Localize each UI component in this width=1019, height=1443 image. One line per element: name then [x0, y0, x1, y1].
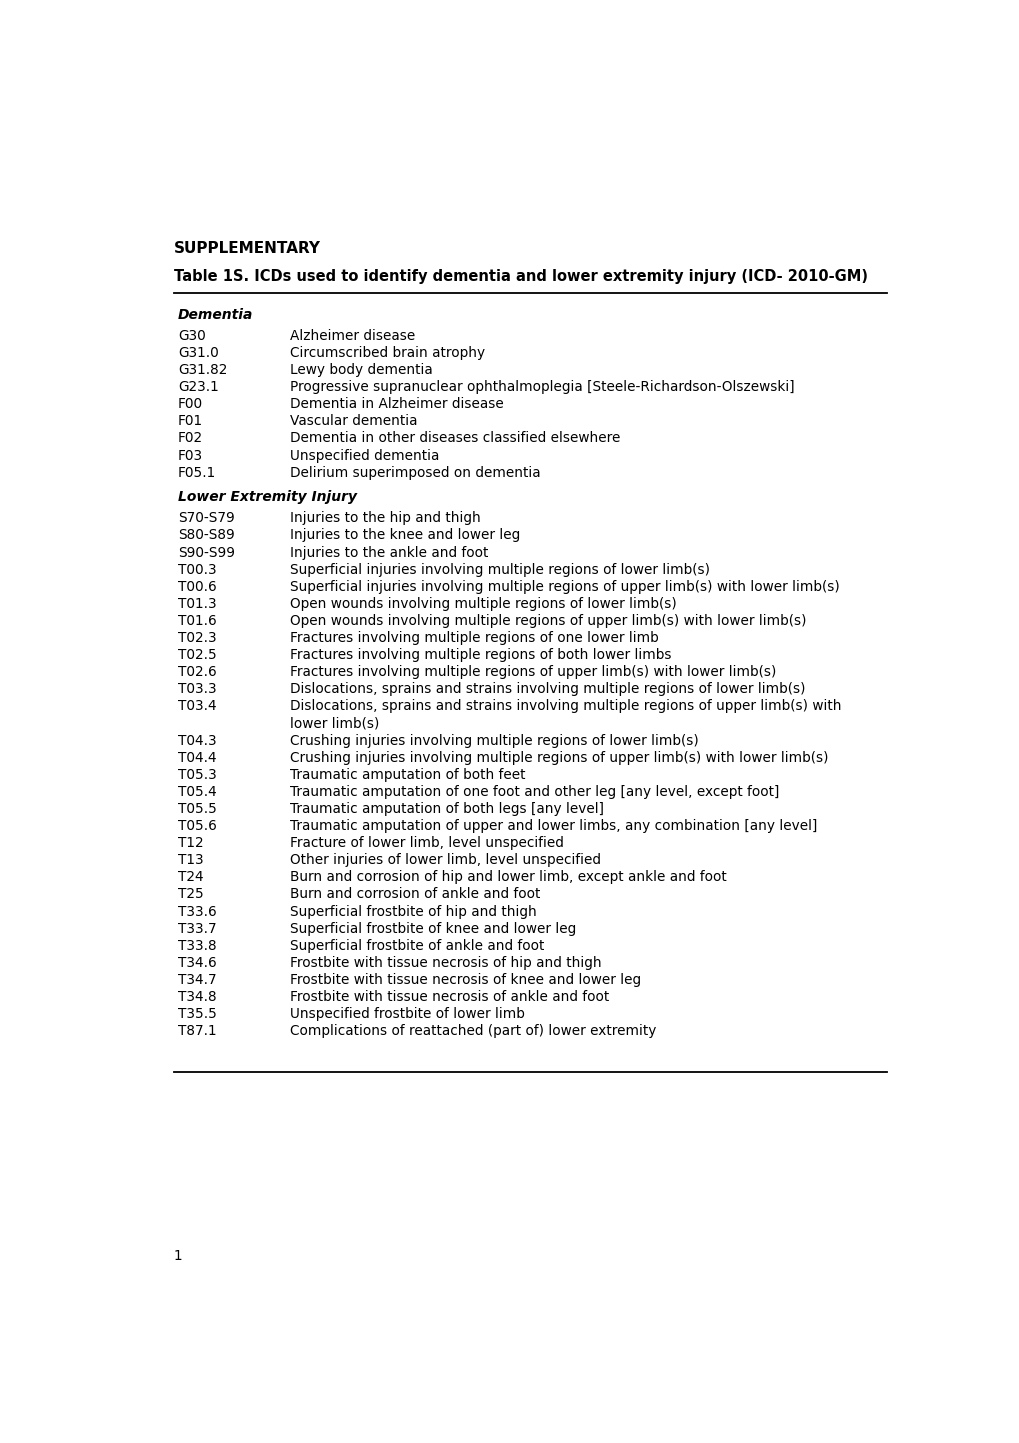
Text: G31.82: G31.82 [177, 364, 227, 377]
Text: T12: T12 [177, 835, 204, 850]
Text: F05.1: F05.1 [177, 466, 216, 479]
Text: Lower Extremity Injury: Lower Extremity Injury [177, 491, 357, 505]
Text: T01.6: T01.6 [177, 613, 216, 628]
Text: T04.4: T04.4 [177, 750, 216, 765]
Text: Injuries to the ankle and foot: Injuries to the ankle and foot [290, 545, 488, 560]
Text: Complications of reattached (part of) lower extremity: Complications of reattached (part of) lo… [290, 1025, 656, 1038]
Text: Other injuries of lower limb, level unspecified: Other injuries of lower limb, level unsp… [290, 853, 600, 867]
Text: T35.5: T35.5 [177, 1007, 217, 1022]
Text: 1: 1 [174, 1248, 182, 1263]
Text: Vascular dementia: Vascular dementia [290, 414, 418, 429]
Text: Traumatic amputation of both legs [any level]: Traumatic amputation of both legs [any l… [290, 802, 603, 815]
Text: T34.8: T34.8 [177, 990, 216, 1004]
Text: Lewy body dementia: Lewy body dementia [290, 364, 433, 377]
Text: Burn and corrosion of hip and lower limb, except ankle and foot: Burn and corrosion of hip and lower limb… [290, 870, 727, 885]
Text: Fractures involving multiple regions of one lower limb: Fractures involving multiple regions of … [290, 631, 658, 645]
Text: G30: G30 [177, 329, 206, 343]
Text: lower limb(s): lower limb(s) [290, 717, 379, 730]
Text: Unspecified dementia: Unspecified dementia [290, 449, 439, 463]
Text: T33.6: T33.6 [177, 905, 216, 919]
Text: Injuries to the knee and lower leg: Injuries to the knee and lower leg [290, 528, 520, 543]
Text: Crushing injuries involving multiple regions of lower limb(s): Crushing injuries involving multiple reg… [290, 733, 698, 747]
Text: S80-S89: S80-S89 [177, 528, 234, 543]
Text: F00: F00 [177, 397, 203, 411]
Text: Traumatic amputation of upper and lower limbs, any combination [any level]: Traumatic amputation of upper and lower … [290, 820, 817, 833]
Text: Alzheimer disease: Alzheimer disease [290, 329, 415, 343]
Text: T05.5: T05.5 [177, 802, 217, 815]
Text: Superficial frostbite of knee and lower leg: Superficial frostbite of knee and lower … [290, 922, 576, 935]
Text: Superficial frostbite of hip and thigh: Superficial frostbite of hip and thigh [290, 905, 536, 919]
Text: T34.7: T34.7 [177, 973, 216, 987]
Text: T33.7: T33.7 [177, 922, 216, 935]
Text: T87.1: T87.1 [177, 1025, 216, 1038]
Text: Dementia in Alzheimer disease: Dementia in Alzheimer disease [290, 397, 503, 411]
Text: T24: T24 [177, 870, 204, 885]
Text: Dementia: Dementia [177, 307, 253, 322]
Text: T04.3: T04.3 [177, 733, 216, 747]
Text: F01: F01 [177, 414, 203, 429]
Text: T05.3: T05.3 [177, 768, 216, 782]
Text: Dislocations, sprains and strains involving multiple regions of upper limb(s) wi: Dislocations, sprains and strains involv… [290, 700, 841, 713]
Text: SUPPLEMENTARY: SUPPLEMENTARY [174, 241, 321, 255]
Text: Superficial injuries involving multiple regions of lower limb(s): Superficial injuries involving multiple … [290, 563, 709, 577]
Text: T33.8: T33.8 [177, 939, 216, 952]
Text: Fractures involving multiple regions of upper limb(s) with lower limb(s): Fractures involving multiple regions of … [290, 665, 775, 680]
Text: T02.3: T02.3 [177, 631, 216, 645]
Text: Open wounds involving multiple regions of lower limb(s): Open wounds involving multiple regions o… [290, 597, 677, 610]
Text: Traumatic amputation of both feet: Traumatic amputation of both feet [290, 768, 525, 782]
Text: Dislocations, sprains and strains involving multiple regions of lower limb(s): Dislocations, sprains and strains involv… [290, 683, 805, 697]
Text: Open wounds involving multiple regions of upper limb(s) with lower limb(s): Open wounds involving multiple regions o… [290, 613, 806, 628]
Text: Frostbite with tissue necrosis of knee and lower leg: Frostbite with tissue necrosis of knee a… [290, 973, 641, 987]
Text: Frostbite with tissue necrosis of ankle and foot: Frostbite with tissue necrosis of ankle … [290, 990, 609, 1004]
Text: Burn and corrosion of ankle and foot: Burn and corrosion of ankle and foot [290, 887, 540, 902]
Text: Dementia in other diseases classified elsewhere: Dementia in other diseases classified el… [290, 431, 620, 446]
Text: F02: F02 [177, 431, 203, 446]
Text: Unspecified frostbite of lower limb: Unspecified frostbite of lower limb [290, 1007, 525, 1022]
Text: F03: F03 [177, 449, 203, 463]
Text: T13: T13 [177, 853, 204, 867]
Text: T25: T25 [177, 887, 204, 902]
Text: Circumscribed brain atrophy: Circumscribed brain atrophy [290, 346, 485, 359]
Text: T03.4: T03.4 [177, 700, 216, 713]
Text: T02.5: T02.5 [177, 648, 216, 662]
Text: T01.3: T01.3 [177, 597, 216, 610]
Text: S70-S79: S70-S79 [177, 511, 234, 525]
Text: Traumatic amputation of one foot and other leg [any level, except foot]: Traumatic amputation of one foot and oth… [290, 785, 779, 799]
Text: T02.6: T02.6 [177, 665, 216, 680]
Text: T05.4: T05.4 [177, 785, 216, 799]
Text: Fractures involving multiple regions of both lower limbs: Fractures involving multiple regions of … [290, 648, 672, 662]
Text: Fracture of lower limb, level unspecified: Fracture of lower limb, level unspecifie… [290, 835, 564, 850]
Text: Frostbite with tissue necrosis of hip and thigh: Frostbite with tissue necrosis of hip an… [290, 955, 601, 970]
Text: Crushing injuries involving multiple regions of upper limb(s) with lower limb(s): Crushing injuries involving multiple reg… [290, 750, 828, 765]
Text: Progressive supranuclear ophthalmoplegia [Steele-Richardson-Olszewski]: Progressive supranuclear ophthalmoplegia… [290, 380, 794, 394]
Text: T03.3: T03.3 [177, 683, 216, 697]
Text: T34.6: T34.6 [177, 955, 216, 970]
Text: Table 1S. ICDs used to identify dementia and lower extremity injury (ICD- 2010-G: Table 1S. ICDs used to identify dementia… [174, 270, 867, 284]
Text: G23.1: G23.1 [177, 380, 218, 394]
Text: Superficial injuries involving multiple regions of upper limb(s) with lower limb: Superficial injuries involving multiple … [290, 580, 840, 593]
Text: Superficial frostbite of ankle and foot: Superficial frostbite of ankle and foot [290, 939, 544, 952]
Text: T05.6: T05.6 [177, 820, 216, 833]
Text: S90-S99: S90-S99 [177, 545, 234, 560]
Text: Delirium superimposed on dementia: Delirium superimposed on dementia [290, 466, 540, 479]
Text: T00.3: T00.3 [177, 563, 216, 577]
Text: T00.6: T00.6 [177, 580, 216, 593]
Text: Injuries to the hip and thigh: Injuries to the hip and thigh [290, 511, 481, 525]
Text: G31.0: G31.0 [177, 346, 218, 359]
